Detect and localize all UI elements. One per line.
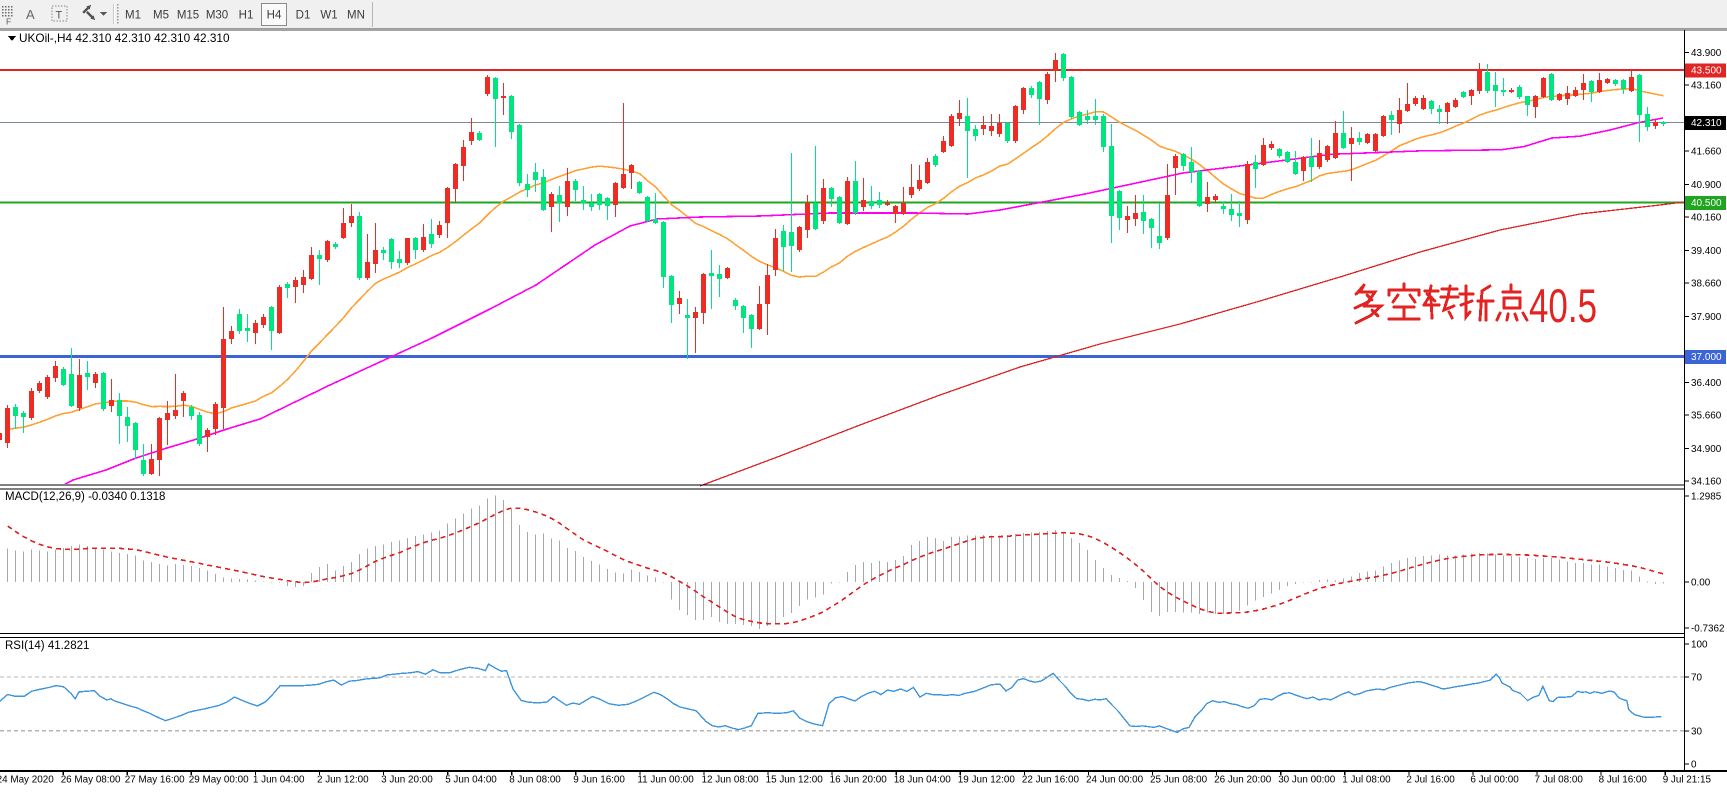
svg-text:24 Jun 00:00: 24 Jun 00:00 (1086, 775, 1144, 786)
svg-text:7 Jul 08:00: 7 Jul 08:00 (1535, 775, 1584, 786)
svg-text:26 May 08:00: 26 May 08:00 (61, 775, 121, 786)
svg-text:35.660: 35.660 (1691, 411, 1722, 422)
svg-text:100: 100 (1691, 640, 1708, 651)
svg-text:40.5: 40.5 (1529, 279, 1597, 332)
svg-text:18 Jun 04:00: 18 Jun 04:00 (894, 775, 952, 786)
svg-text:34.160: 34.160 (1691, 477, 1722, 488)
svg-text:1 Jun 04:00: 1 Jun 04:00 (253, 775, 305, 786)
svg-text:H1: H1 (239, 10, 254, 22)
svg-text:D1: D1 (296, 10, 311, 22)
svg-text:M30: M30 (206, 10, 228, 22)
svg-text:RSI(14) 41.2821: RSI(14) 41.2821 (5, 640, 89, 652)
svg-text:19 Jun 12:00: 19 Jun 12:00 (958, 775, 1016, 786)
svg-text:1 Jul 08:00: 1 Jul 08:00 (1342, 775, 1391, 786)
svg-text:H4: H4 (267, 10, 282, 22)
svg-text:2 Jun 12:00: 2 Jun 12:00 (317, 775, 369, 786)
svg-text:M5: M5 (153, 10, 169, 22)
svg-text:5 Jun 04:00: 5 Jun 04:00 (445, 775, 497, 786)
svg-text:A: A (26, 7, 35, 22)
svg-text:37.900: 37.900 (1691, 312, 1722, 323)
svg-text:37.000: 37.000 (1691, 352, 1722, 363)
svg-text:40.900: 40.900 (1691, 180, 1722, 191)
svg-text:1.2985: 1.2985 (1691, 492, 1722, 503)
svg-text:29 May 00:00: 29 May 00:00 (189, 775, 249, 786)
svg-text:0: 0 (1691, 760, 1697, 771)
svg-text:27 May 16:00: 27 May 16:00 (125, 775, 185, 786)
svg-text:0.00: 0.00 (1691, 578, 1711, 589)
svg-text:22 Jun 16:00: 22 Jun 16:00 (1022, 775, 1080, 786)
svg-text:38.660: 38.660 (1691, 279, 1722, 290)
svg-text:40.160: 40.160 (1691, 213, 1722, 224)
svg-text:40.500: 40.500 (1691, 198, 1722, 209)
svg-text:F: F (6, 17, 11, 27)
svg-text:8 Jun 08:00: 8 Jun 08:00 (509, 775, 561, 786)
svg-text:-0.7362: -0.7362 (1691, 624, 1725, 635)
svg-text:34.900: 34.900 (1691, 444, 1722, 455)
svg-text:30 Jun 00:00: 30 Jun 00:00 (1278, 775, 1336, 786)
svg-text:9 Jul 21:15: 9 Jul 21:15 (1663, 775, 1712, 786)
svg-text:16 Jun 20:00: 16 Jun 20:00 (830, 775, 888, 786)
svg-text:11 Jun 00:00: 11 Jun 00:00 (637, 775, 694, 786)
svg-text:M15: M15 (177, 10, 199, 22)
svg-text:25 Jun 08:00: 25 Jun 08:00 (1150, 775, 1208, 786)
svg-text:39.400: 39.400 (1691, 246, 1722, 257)
svg-text:UKOil-,H4 42.310 42.310 42.31: UKOil-,H4 42.310 42.310 42.310 42.310 (19, 31, 230, 45)
svg-text:3 Jun 20:00: 3 Jun 20:00 (381, 775, 433, 786)
svg-text:9 Jun 16:00: 9 Jun 16:00 (573, 775, 625, 786)
svg-text:43.500: 43.500 (1691, 66, 1722, 77)
svg-text:41.660: 41.660 (1691, 147, 1722, 158)
svg-text:42.310: 42.310 (1691, 118, 1722, 129)
svg-text:MACD(12,26,9) -0.0340 0.1318: MACD(12,26,9) -0.0340 0.1318 (5, 491, 165, 503)
svg-text:6 Jul 00:00: 6 Jul 00:00 (1470, 775, 1519, 786)
svg-text:15 Jun 12:00: 15 Jun 12:00 (766, 775, 824, 786)
svg-text:70: 70 (1691, 673, 1702, 684)
svg-text:W1: W1 (320, 10, 337, 22)
svg-text:24 May 2020: 24 May 2020 (0, 775, 54, 786)
svg-text:43.900: 43.900 (1691, 48, 1722, 59)
svg-text:M1: M1 (125, 10, 141, 22)
svg-text:MN: MN (347, 10, 365, 22)
svg-text:12 Jun 08:00: 12 Jun 08:00 (702, 775, 760, 786)
svg-text:2 Jul 16:00: 2 Jul 16:00 (1406, 775, 1455, 786)
svg-text:T: T (56, 10, 63, 22)
svg-text:36.400: 36.400 (1691, 378, 1722, 389)
svg-text:30: 30 (1691, 727, 1702, 738)
svg-text:43.160: 43.160 (1691, 81, 1722, 92)
svg-text:26 Jun 20:00: 26 Jun 20:00 (1214, 775, 1272, 786)
svg-text:8 Jul 16:00: 8 Jul 16:00 (1599, 775, 1648, 786)
